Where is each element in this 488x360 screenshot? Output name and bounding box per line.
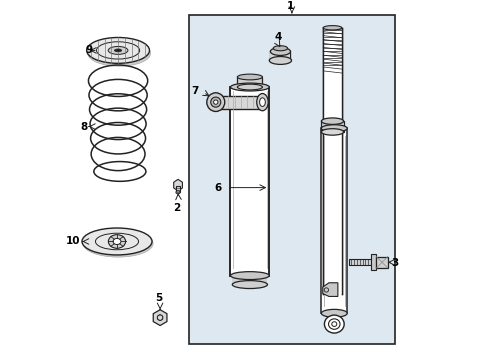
Ellipse shape [269,57,291,64]
Text: 6: 6 [214,183,222,193]
Ellipse shape [108,235,125,248]
Ellipse shape [321,118,343,125]
Ellipse shape [232,281,267,288]
Bar [321,129,346,313]
Bar [188,15,394,344]
Ellipse shape [86,37,149,63]
Text: 8: 8 [80,122,87,131]
Text: 4: 4 [274,32,282,42]
Ellipse shape [321,125,346,132]
Text: 9: 9 [85,45,93,55]
Bar [376,257,387,268]
Ellipse shape [323,26,341,30]
Bar [323,132,341,293]
Ellipse shape [256,94,267,111]
Ellipse shape [230,272,269,280]
Ellipse shape [321,309,346,317]
Ellipse shape [230,83,269,91]
Ellipse shape [176,191,180,194]
Bar [323,28,341,127]
Ellipse shape [87,40,150,66]
Ellipse shape [273,46,287,51]
Ellipse shape [213,100,218,104]
Text: 2: 2 [173,203,180,213]
Ellipse shape [237,74,262,80]
Text: 7: 7 [191,86,198,96]
Bar [230,87,269,276]
Ellipse shape [259,98,265,107]
Bar [321,121,343,132]
Ellipse shape [82,228,152,255]
Text: 5: 5 [155,293,163,303]
Ellipse shape [211,96,220,109]
Bar [237,77,262,87]
Ellipse shape [324,315,344,333]
Ellipse shape [206,93,224,112]
Text: 10: 10 [66,237,81,247]
Bar [232,278,267,284]
Ellipse shape [321,129,343,135]
Ellipse shape [114,49,122,52]
Text: 1: 1 [286,1,293,11]
Bar [176,186,180,192]
Polygon shape [153,310,166,325]
Ellipse shape [83,230,153,257]
Ellipse shape [270,48,290,55]
Polygon shape [173,179,182,191]
Ellipse shape [210,97,221,107]
Ellipse shape [108,46,128,54]
Ellipse shape [237,84,262,90]
Bar [370,255,376,270]
Bar [348,260,372,265]
Polygon shape [322,283,337,296]
Text: 3: 3 [391,258,398,268]
Ellipse shape [113,238,121,244]
Bar [215,96,262,109]
Bar [270,51,290,60]
